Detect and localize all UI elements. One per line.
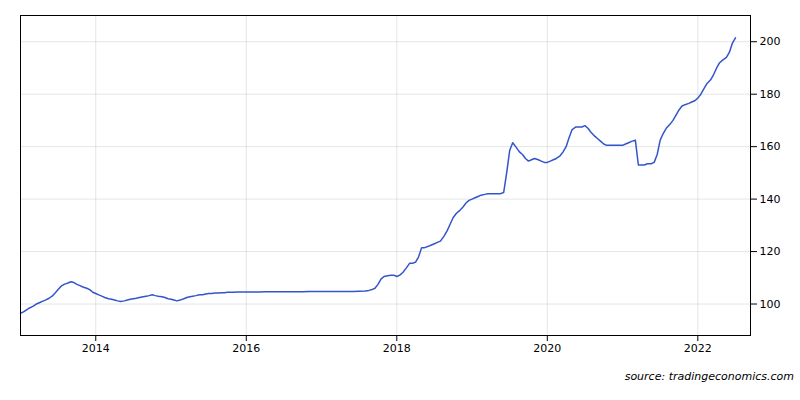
svg-text:180: 180 xyxy=(760,88,781,101)
svg-text:100: 100 xyxy=(760,298,781,311)
svg-text:2016: 2016 xyxy=(232,342,260,355)
svg-text:2018: 2018 xyxy=(383,342,411,355)
svg-text:160: 160 xyxy=(760,140,781,153)
svg-text:2022: 2022 xyxy=(684,342,712,355)
html-text:source: tradingeconomics.com: source: tradingeconomics.com xyxy=(624,370,794,383)
svg-text:120: 120 xyxy=(760,245,781,258)
svg-text:2020: 2020 xyxy=(533,342,561,355)
svg-text:140: 140 xyxy=(760,193,781,206)
svg-text:2014: 2014 xyxy=(82,342,110,355)
svg-text:200: 200 xyxy=(760,35,781,48)
